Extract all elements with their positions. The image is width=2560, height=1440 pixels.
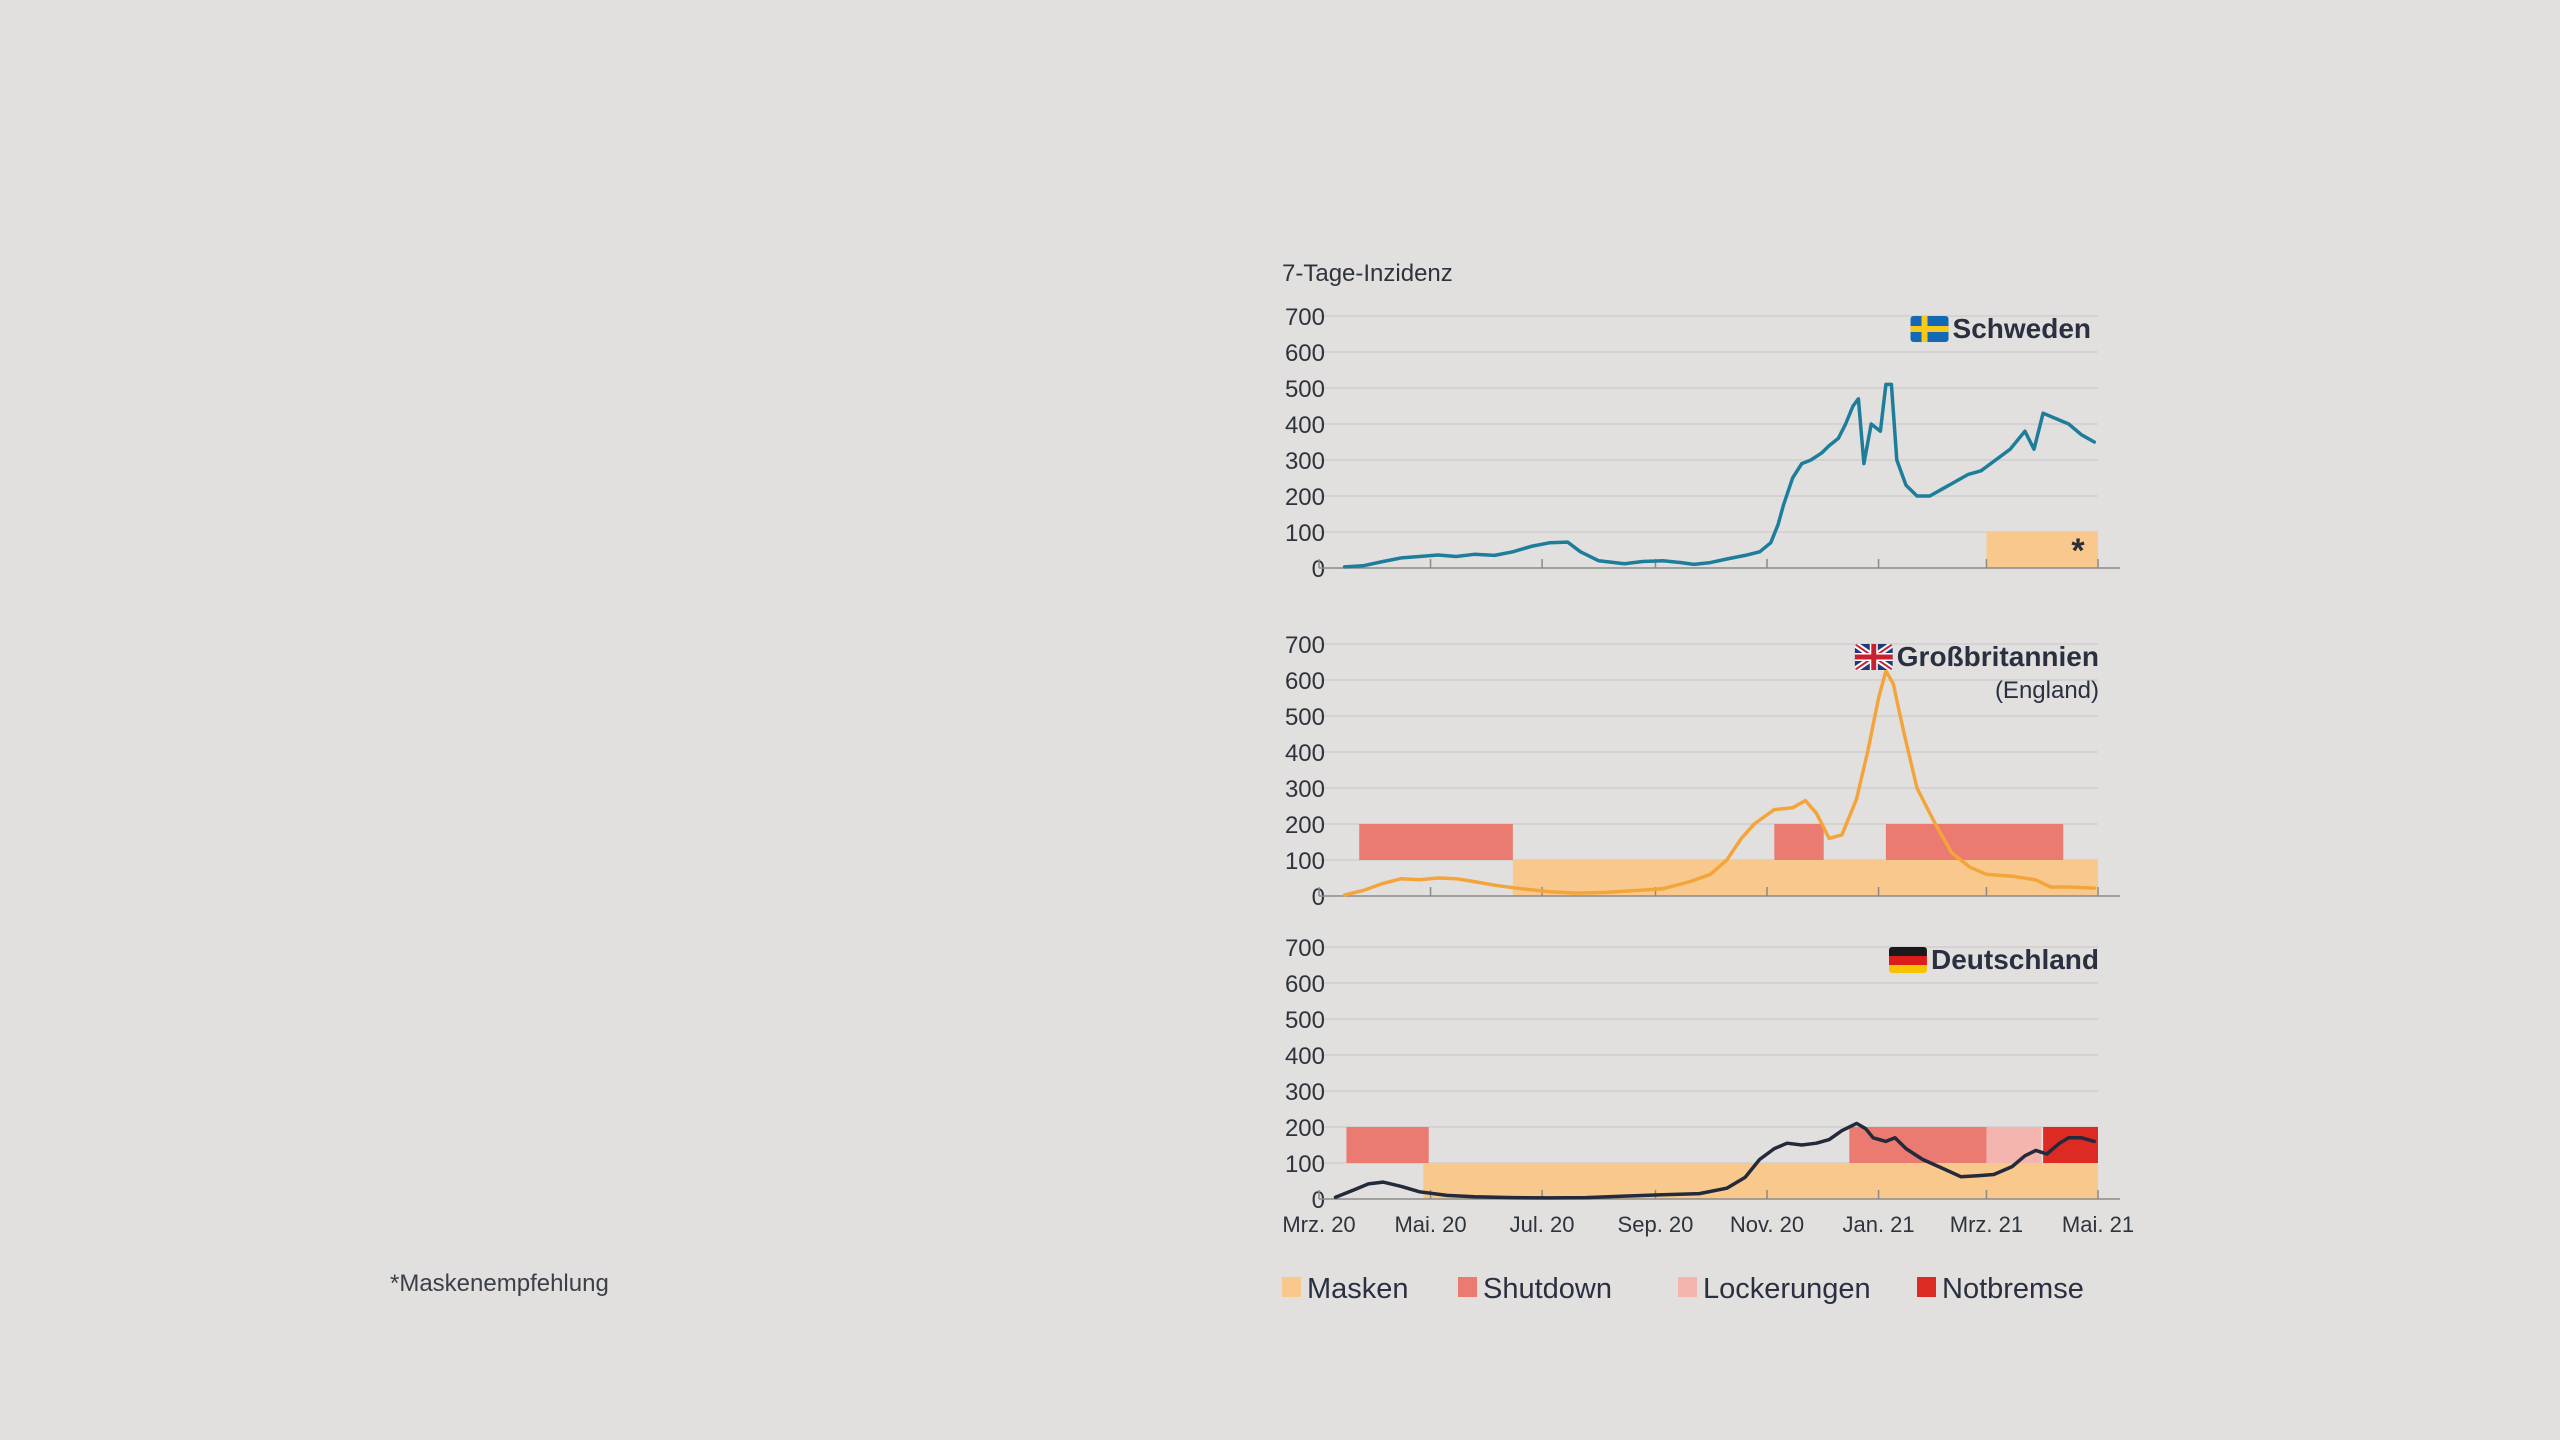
band-shutdown: [1346, 1127, 1429, 1163]
band-loosening: [1986, 1127, 2042, 1163]
legend: Masken Shutdown Lockerungen Notbremse: [1282, 1273, 2084, 1305]
y-tick-label: 100: [1285, 1151, 1325, 1178]
band-shutdown: [1359, 824, 1513, 860]
y-tick-label: 600: [1285, 340, 1325, 367]
y-tick-label: 200: [1285, 1115, 1325, 1142]
flag-body: [1854, 644, 1893, 670]
y-tick-label: 100: [1285, 848, 1325, 875]
band-masks: [1512, 860, 2098, 896]
x-tick-label: Sep. 20: [1618, 1212, 1694, 1237]
flag-stripe-black: [1888, 947, 1927, 956]
y-tick-label: 600: [1285, 668, 1325, 695]
y-tick-label: 100: [1285, 520, 1325, 547]
series-line: [1333, 1121, 2097, 1200]
legend-label: Masken: [1307, 1273, 1409, 1305]
y-tick-label: 700: [1285, 632, 1325, 659]
legend-swatch: [1458, 1277, 1477, 1297]
y-tick-label: 600: [1285, 971, 1325, 998]
y-tick-label: 200: [1285, 812, 1325, 839]
x-tick-label: Mrz. 21: [1950, 1212, 2023, 1237]
legend-label: Shutdown: [1483, 1273, 1612, 1305]
y-tick-label: 500: [1285, 704, 1325, 731]
flag-cross-red-h: [1854, 654, 1893, 660]
y-tick-label: 400: [1285, 412, 1325, 439]
country-label: Deutschland: [1931, 944, 2099, 975]
legend-swatch: [1282, 1277, 1301, 1297]
y-tick-label: 300: [1285, 448, 1325, 475]
x-tick-label: Mrz. 20: [1282, 1212, 1355, 1237]
legend-swatch: [1678, 1277, 1697, 1297]
series-line: [1342, 669, 2097, 897]
uk-flag-icon: [1854, 644, 1893, 670]
y-tick-label: 300: [1285, 1079, 1325, 1106]
x-tick-label: Nov. 20: [1730, 1212, 1804, 1237]
x-axis: Mrz. 20 Mai. 20 Jul. 20 Sep. 20 Nov. 20 Jan. …: [1282, 1212, 2134, 1237]
country-label: Großbritannien: [1897, 641, 2099, 672]
country-subtitle: (England): [1995, 677, 2099, 704]
band-masks: [1986, 532, 2098, 568]
y-tick-label: 500: [1285, 376, 1325, 403]
x-tick-label: Jul. 20: [1510, 1212, 1575, 1237]
flag-body: [1888, 947, 1927, 973]
y-tick-label: 700: [1285, 935, 1325, 962]
legend-item-loosening: Lockerungen: [1678, 1273, 1871, 1305]
band-masks: [1423, 1163, 2098, 1199]
x-tick-label: Mai. 21: [2062, 1212, 2134, 1237]
y-tick-label: 700: [1285, 304, 1325, 331]
legend-label: Lockerungen: [1703, 1273, 1871, 1305]
legend-item-brake: Notbremse: [1917, 1273, 2084, 1305]
y-tick-label: 0: [1312, 556, 1325, 583]
flag-stripe-gold: [1888, 965, 1927, 973]
y-tick-label: 500: [1285, 1007, 1325, 1034]
band-brake: [2043, 1127, 2098, 1163]
country-label: Schweden: [1953, 313, 2091, 344]
flag-cross-horizontal: [1910, 326, 1949, 332]
panel-schweden: 700 600 500 400 300 200 100 0 * Schweden: [1285, 304, 2120, 583]
legend-item-shutdown: Shutdown: [1458, 1273, 1612, 1305]
band-shutdown: [1885, 824, 2064, 860]
legend-item-masks: Masken: [1282, 1273, 1409, 1305]
y-tick-label: 0: [1312, 884, 1325, 911]
x-tick-label: Jan. 21: [1842, 1212, 1914, 1237]
panel-deutschland: 700 600 500 400 300 200 100 0 Deutschland: [1285, 935, 2120, 1214]
legend-swatch: [1917, 1277, 1936, 1297]
band-annotation: *: [2071, 532, 2085, 570]
panel-großbritannien: 700 600 500 400 300 200 100 0 Großbritannien (Eng…: [1285, 632, 2120, 911]
y-tick-label: 400: [1285, 740, 1325, 767]
y-tick-label: 400: [1285, 1043, 1325, 1070]
series-line: [1342, 382, 2097, 569]
chart-panels: 700 600 500 400 300 200 100 0 * Schweden 700 600 500…: [1285, 304, 2120, 1214]
y-tick-label: 200: [1285, 484, 1325, 511]
y-tick-label: 300: [1285, 776, 1325, 803]
germany-flag-icon: [1888, 947, 1927, 973]
y-tick-label: 0: [1312, 1187, 1325, 1214]
x-tick-label: Mai. 20: [1394, 1212, 1466, 1237]
flag-stripe-red: [1888, 956, 1927, 965]
footnote: *Maskenempfehlung: [390, 1270, 609, 1297]
sweden-flag-icon: [1910, 316, 1949, 342]
legend-label: Notbremse: [1942, 1273, 2084, 1305]
band-shutdown: [1774, 824, 1824, 860]
y-axis-title: 7-Tage-Inzidenz: [1282, 260, 1453, 287]
